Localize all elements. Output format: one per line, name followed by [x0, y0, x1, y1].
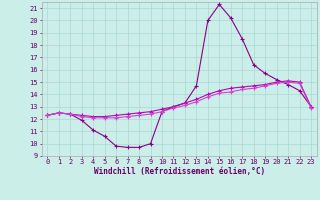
X-axis label: Windchill (Refroidissement éolien,°C): Windchill (Refroidissement éolien,°C)	[94, 167, 265, 176]
